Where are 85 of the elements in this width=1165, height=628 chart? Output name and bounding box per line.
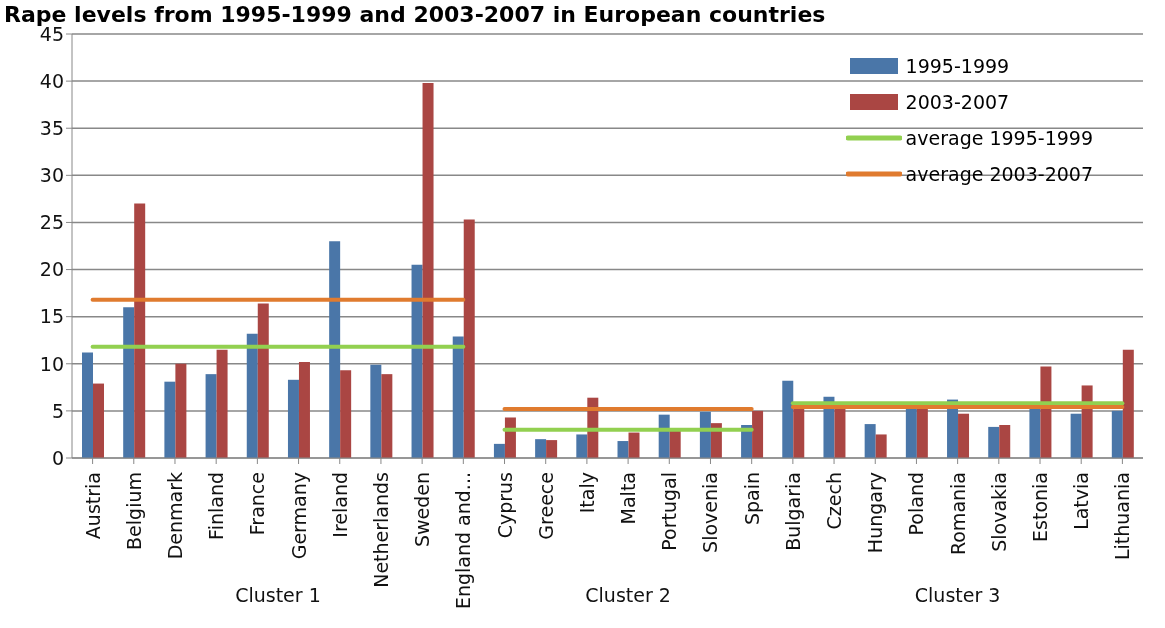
bar bbox=[1111, 410, 1123, 458]
x-tick-label: Bulgaria bbox=[781, 472, 804, 551]
x-tick-label: Romania bbox=[946, 472, 969, 556]
bar bbox=[916, 406, 928, 458]
bar bbox=[988, 426, 1000, 458]
x-tick-label: France bbox=[246, 472, 269, 536]
bar bbox=[175, 363, 187, 458]
bar bbox=[411, 264, 423, 458]
bar bbox=[298, 361, 310, 458]
x-tick-label: Spain bbox=[740, 472, 763, 526]
x-tick-label: Greece bbox=[534, 472, 557, 540]
bar bbox=[82, 352, 93, 458]
legend-label: 2003-2007 bbox=[905, 91, 1010, 113]
bar bbox=[381, 374, 393, 458]
bar bbox=[1070, 413, 1082, 458]
bar bbox=[216, 349, 228, 458]
y-tick-label: 35 bbox=[39, 116, 64, 139]
x-tick-label: Slovenia bbox=[699, 472, 722, 553]
legend-label: average 1995-1999 bbox=[905, 127, 1093, 149]
bar bbox=[782, 380, 794, 458]
bar bbox=[257, 303, 269, 458]
y-tick-label: 15 bbox=[39, 305, 64, 328]
bar bbox=[422, 83, 434, 458]
x-tick-label: Slovakia bbox=[987, 472, 1010, 552]
x-tick-label: Latvia bbox=[1070, 472, 1093, 530]
x-tick-label: Denmark bbox=[163, 472, 186, 560]
bar bbox=[546, 440, 558, 458]
bar bbox=[134, 203, 146, 458]
y-tick-label: 10 bbox=[39, 352, 64, 375]
y-tick-label: 30 bbox=[39, 164, 64, 187]
bar bbox=[340, 370, 352, 458]
x-tick-label: Belgium bbox=[122, 472, 145, 550]
bar bbox=[246, 333, 258, 458]
bar bbox=[1040, 366, 1052, 458]
bar bbox=[864, 424, 876, 458]
text: Cluster 2 bbox=[584, 584, 672, 606]
bar bbox=[576, 434, 588, 458]
bar bbox=[452, 336, 464, 458]
x-tick-label: Malta bbox=[617, 472, 640, 525]
y-tick-label: 5 bbox=[51, 399, 64, 422]
x-tick-label: Estonia bbox=[1029, 472, 1052, 542]
x-tick-label: Netherlands bbox=[369, 472, 392, 588]
y-tick-label: 20 bbox=[39, 258, 64, 281]
x-tick-label: Czech bbox=[823, 472, 846, 530]
bar bbox=[999, 425, 1011, 458]
bar bbox=[628, 432, 640, 458]
bar bbox=[834, 406, 846, 458]
x-tick-label: Poland bbox=[905, 472, 928, 536]
x-tick-label: Portugal bbox=[658, 472, 681, 551]
x-tick-label: Ireland bbox=[328, 472, 351, 538]
x-tick-label: Finland bbox=[205, 472, 228, 540]
x-tick-label: England and... bbox=[452, 472, 475, 610]
text: Cluster 3 bbox=[913, 584, 1002, 606]
x-tick-label: Cyprus bbox=[493, 472, 516, 539]
bar bbox=[958, 413, 970, 458]
x-tick-label: Germany bbox=[287, 472, 310, 560]
bar bbox=[370, 364, 382, 458]
x-tick-label: Hungary bbox=[864, 472, 887, 554]
bar bbox=[1122, 349, 1134, 458]
x-tick-label: Italy bbox=[575, 472, 598, 514]
x-tick-label: Sweden bbox=[411, 472, 434, 548]
bar bbox=[905, 409, 917, 458]
y-tick-label: 25 bbox=[39, 211, 64, 234]
bar bbox=[493, 443, 505, 458]
bar bbox=[793, 406, 805, 458]
bar bbox=[287, 379, 299, 458]
x-tick-label: Lithuania bbox=[1111, 472, 1134, 561]
bar bbox=[164, 381, 176, 458]
bar bbox=[752, 410, 764, 458]
bar bbox=[205, 374, 217, 458]
bar bbox=[329, 241, 341, 458]
bar bbox=[535, 439, 547, 458]
bar bbox=[875, 434, 887, 458]
bar bbox=[1029, 406, 1041, 458]
x-tick-label: Austria bbox=[81, 472, 104, 540]
bar bbox=[463, 219, 475, 458]
y-tick-label: 40 bbox=[39, 69, 64, 92]
legend-label: average 2003-2007 bbox=[905, 163, 1093, 185]
text: Cluster 1 bbox=[235, 584, 321, 606]
legend-label: 1995-1999 bbox=[905, 55, 1010, 77]
bar bbox=[617, 441, 629, 458]
chart-title: Rape levels from 1995-1999 and 2003-2007 in European countries bbox=[3, 2, 827, 27]
bar bbox=[123, 307, 135, 458]
y-tick-label: 0 bbox=[51, 446, 64, 469]
bar bbox=[93, 383, 104, 458]
